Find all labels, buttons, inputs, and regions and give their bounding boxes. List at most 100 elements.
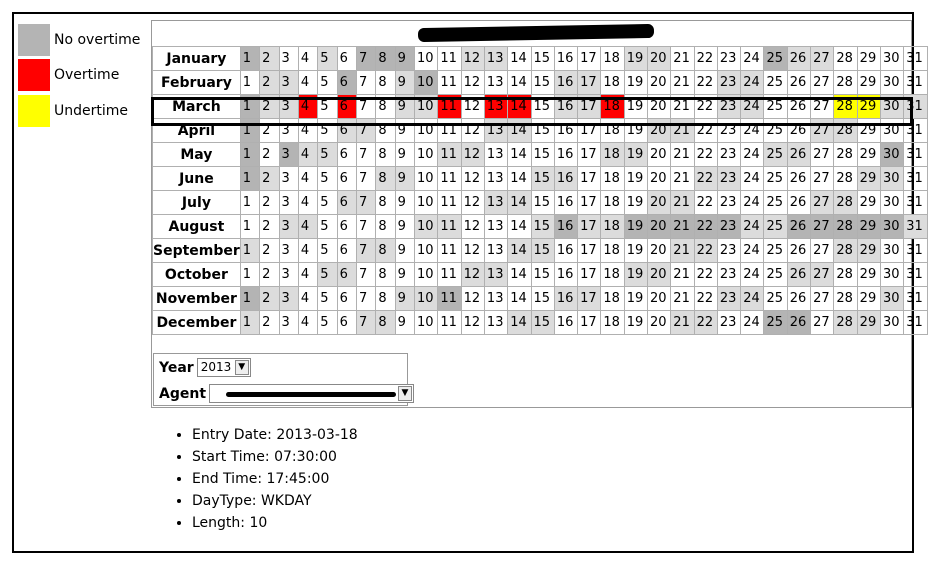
day-cell[interactable]: 11: [437, 118, 462, 143]
day-cell[interactable]: 28: [833, 118, 858, 143]
day-cell[interactable]: 31: [903, 238, 928, 263]
day-cell[interactable]: 4: [297, 166, 319, 191]
day-cell[interactable]: 30: [879, 262, 905, 287]
day-cell[interactable]: 24: [740, 238, 765, 263]
day-cell[interactable]: 1: [239, 262, 261, 287]
day-cell[interactable]: 18: [600, 310, 625, 335]
day-cell[interactable]: 31: [903, 310, 928, 335]
day-cell[interactable]: 29: [856, 286, 881, 311]
day-cell[interactable]: 18: [600, 214, 625, 239]
day-cell[interactable]: 25: [763, 262, 788, 287]
day-cell[interactable]: 31: [903, 70, 928, 95]
day-cell[interactable]: 20: [646, 310, 672, 335]
day-cell[interactable]: 13: [483, 310, 509, 335]
day-cell[interactable]: 10: [414, 118, 439, 143]
day-cell[interactable]: 11: [437, 142, 462, 167]
chevron-down-icon[interactable]: ▼: [398, 386, 413, 401]
day-cell[interactable]: 11: [437, 94, 462, 119]
day-cell[interactable]: 8: [375, 262, 396, 287]
day-cell[interactable]: 16: [553, 262, 579, 287]
day-cell[interactable]: 12: [460, 142, 485, 167]
day-cell[interactable]: 11: [437, 310, 462, 335]
day-cell[interactable]: 5: [317, 70, 338, 95]
day-cell[interactable]: 26: [786, 238, 812, 263]
day-cell[interactable]: 20: [646, 262, 672, 287]
day-cell[interactable]: 15: [530, 70, 555, 95]
day-cell[interactable]: 18: [600, 70, 625, 95]
day-cell[interactable]: 17: [577, 94, 602, 119]
day-cell[interactable]: 3: [278, 214, 299, 239]
day-cell[interactable]: 30: [879, 190, 905, 215]
day-cell[interactable]: 11: [437, 214, 462, 239]
day-cell[interactable]: 29: [856, 46, 881, 71]
day-cell[interactable]: 31: [903, 262, 928, 287]
day-cell[interactable]: 19: [623, 190, 649, 215]
day-cell[interactable]: 7: [355, 70, 377, 95]
day-cell[interactable]: 20: [646, 190, 672, 215]
day-cell[interactable]: 23: [716, 262, 742, 287]
day-cell[interactable]: 25: [763, 118, 788, 143]
day-cell[interactable]: 17: [577, 310, 602, 335]
day-cell[interactable]: 27: [810, 310, 835, 335]
day-cell[interactable]: 27: [810, 142, 835, 167]
day-cell[interactable]: 10: [414, 142, 439, 167]
day-cell[interactable]: 13: [483, 46, 509, 71]
day-cell[interactable]: 22: [693, 166, 718, 191]
day-cell[interactable]: 27: [810, 46, 835, 71]
day-cell[interactable]: 4: [297, 190, 319, 215]
day-cell[interactable]: 7: [355, 262, 377, 287]
day-cell[interactable]: 17: [577, 70, 602, 95]
day-cell[interactable]: 1: [239, 190, 261, 215]
day-cell[interactable]: 25: [763, 214, 788, 239]
day-cell[interactable]: 10: [414, 310, 439, 335]
day-cell[interactable]: 13: [483, 262, 509, 287]
day-cell[interactable]: 10: [414, 286, 439, 311]
day-cell[interactable]: 9: [394, 142, 416, 167]
day-cell[interactable]: 12: [460, 118, 485, 143]
day-cell[interactable]: 6: [336, 190, 357, 215]
day-cell[interactable]: 14: [507, 166, 532, 191]
day-cell[interactable]: 15: [530, 94, 555, 119]
day-cell[interactable]: 18: [600, 238, 625, 263]
day-cell[interactable]: 17: [577, 118, 602, 143]
day-cell[interactable]: 27: [810, 70, 835, 95]
day-cell[interactable]: 10: [414, 46, 439, 71]
day-cell[interactable]: 14: [507, 118, 532, 143]
day-cell[interactable]: 21: [670, 94, 695, 119]
day-cell[interactable]: 18: [600, 46, 625, 71]
day-cell[interactable]: 24: [740, 94, 765, 119]
day-cell[interactable]: 28: [833, 46, 858, 71]
day-cell[interactable]: 15: [530, 214, 555, 239]
day-cell[interactable]: 2: [259, 310, 280, 335]
day-cell[interactable]: 22: [693, 118, 718, 143]
day-cell[interactable]: 12: [460, 70, 485, 95]
day-cell[interactable]: 18: [600, 286, 625, 311]
day-cell[interactable]: 21: [670, 166, 695, 191]
day-cell[interactable]: 1: [239, 94, 261, 119]
day-cell[interactable]: 2: [259, 286, 280, 311]
day-cell[interactable]: 7: [355, 46, 377, 71]
day-cell[interactable]: 23: [716, 142, 742, 167]
day-cell[interactable]: 5: [317, 118, 338, 143]
day-cell[interactable]: 26: [786, 286, 812, 311]
day-cell[interactable]: 3: [278, 166, 299, 191]
day-cell[interactable]: 20: [646, 166, 672, 191]
day-cell[interactable]: 27: [810, 118, 835, 143]
day-cell[interactable]: 26: [786, 166, 812, 191]
day-cell[interactable]: 19: [623, 262, 649, 287]
year-select[interactable]: 2013 ▼: [196, 358, 251, 377]
day-cell[interactable]: 13: [483, 118, 509, 143]
day-cell[interactable]: 6: [336, 238, 357, 263]
day-cell[interactable]: 31: [903, 166, 928, 191]
day-cell[interactable]: 7: [355, 142, 377, 167]
day-cell[interactable]: 31: [903, 94, 928, 119]
day-cell[interactable]: 5: [317, 238, 338, 263]
day-cell[interactable]: 3: [278, 46, 299, 71]
day-cell[interactable]: 15: [530, 190, 555, 215]
day-cell[interactable]: 15: [530, 46, 555, 71]
day-cell[interactable]: 28: [833, 70, 858, 95]
day-cell[interactable]: 14: [507, 214, 532, 239]
day-cell[interactable]: 29: [856, 166, 881, 191]
day-cell[interactable]: 22: [693, 94, 718, 119]
day-cell[interactable]: 1: [239, 118, 261, 143]
